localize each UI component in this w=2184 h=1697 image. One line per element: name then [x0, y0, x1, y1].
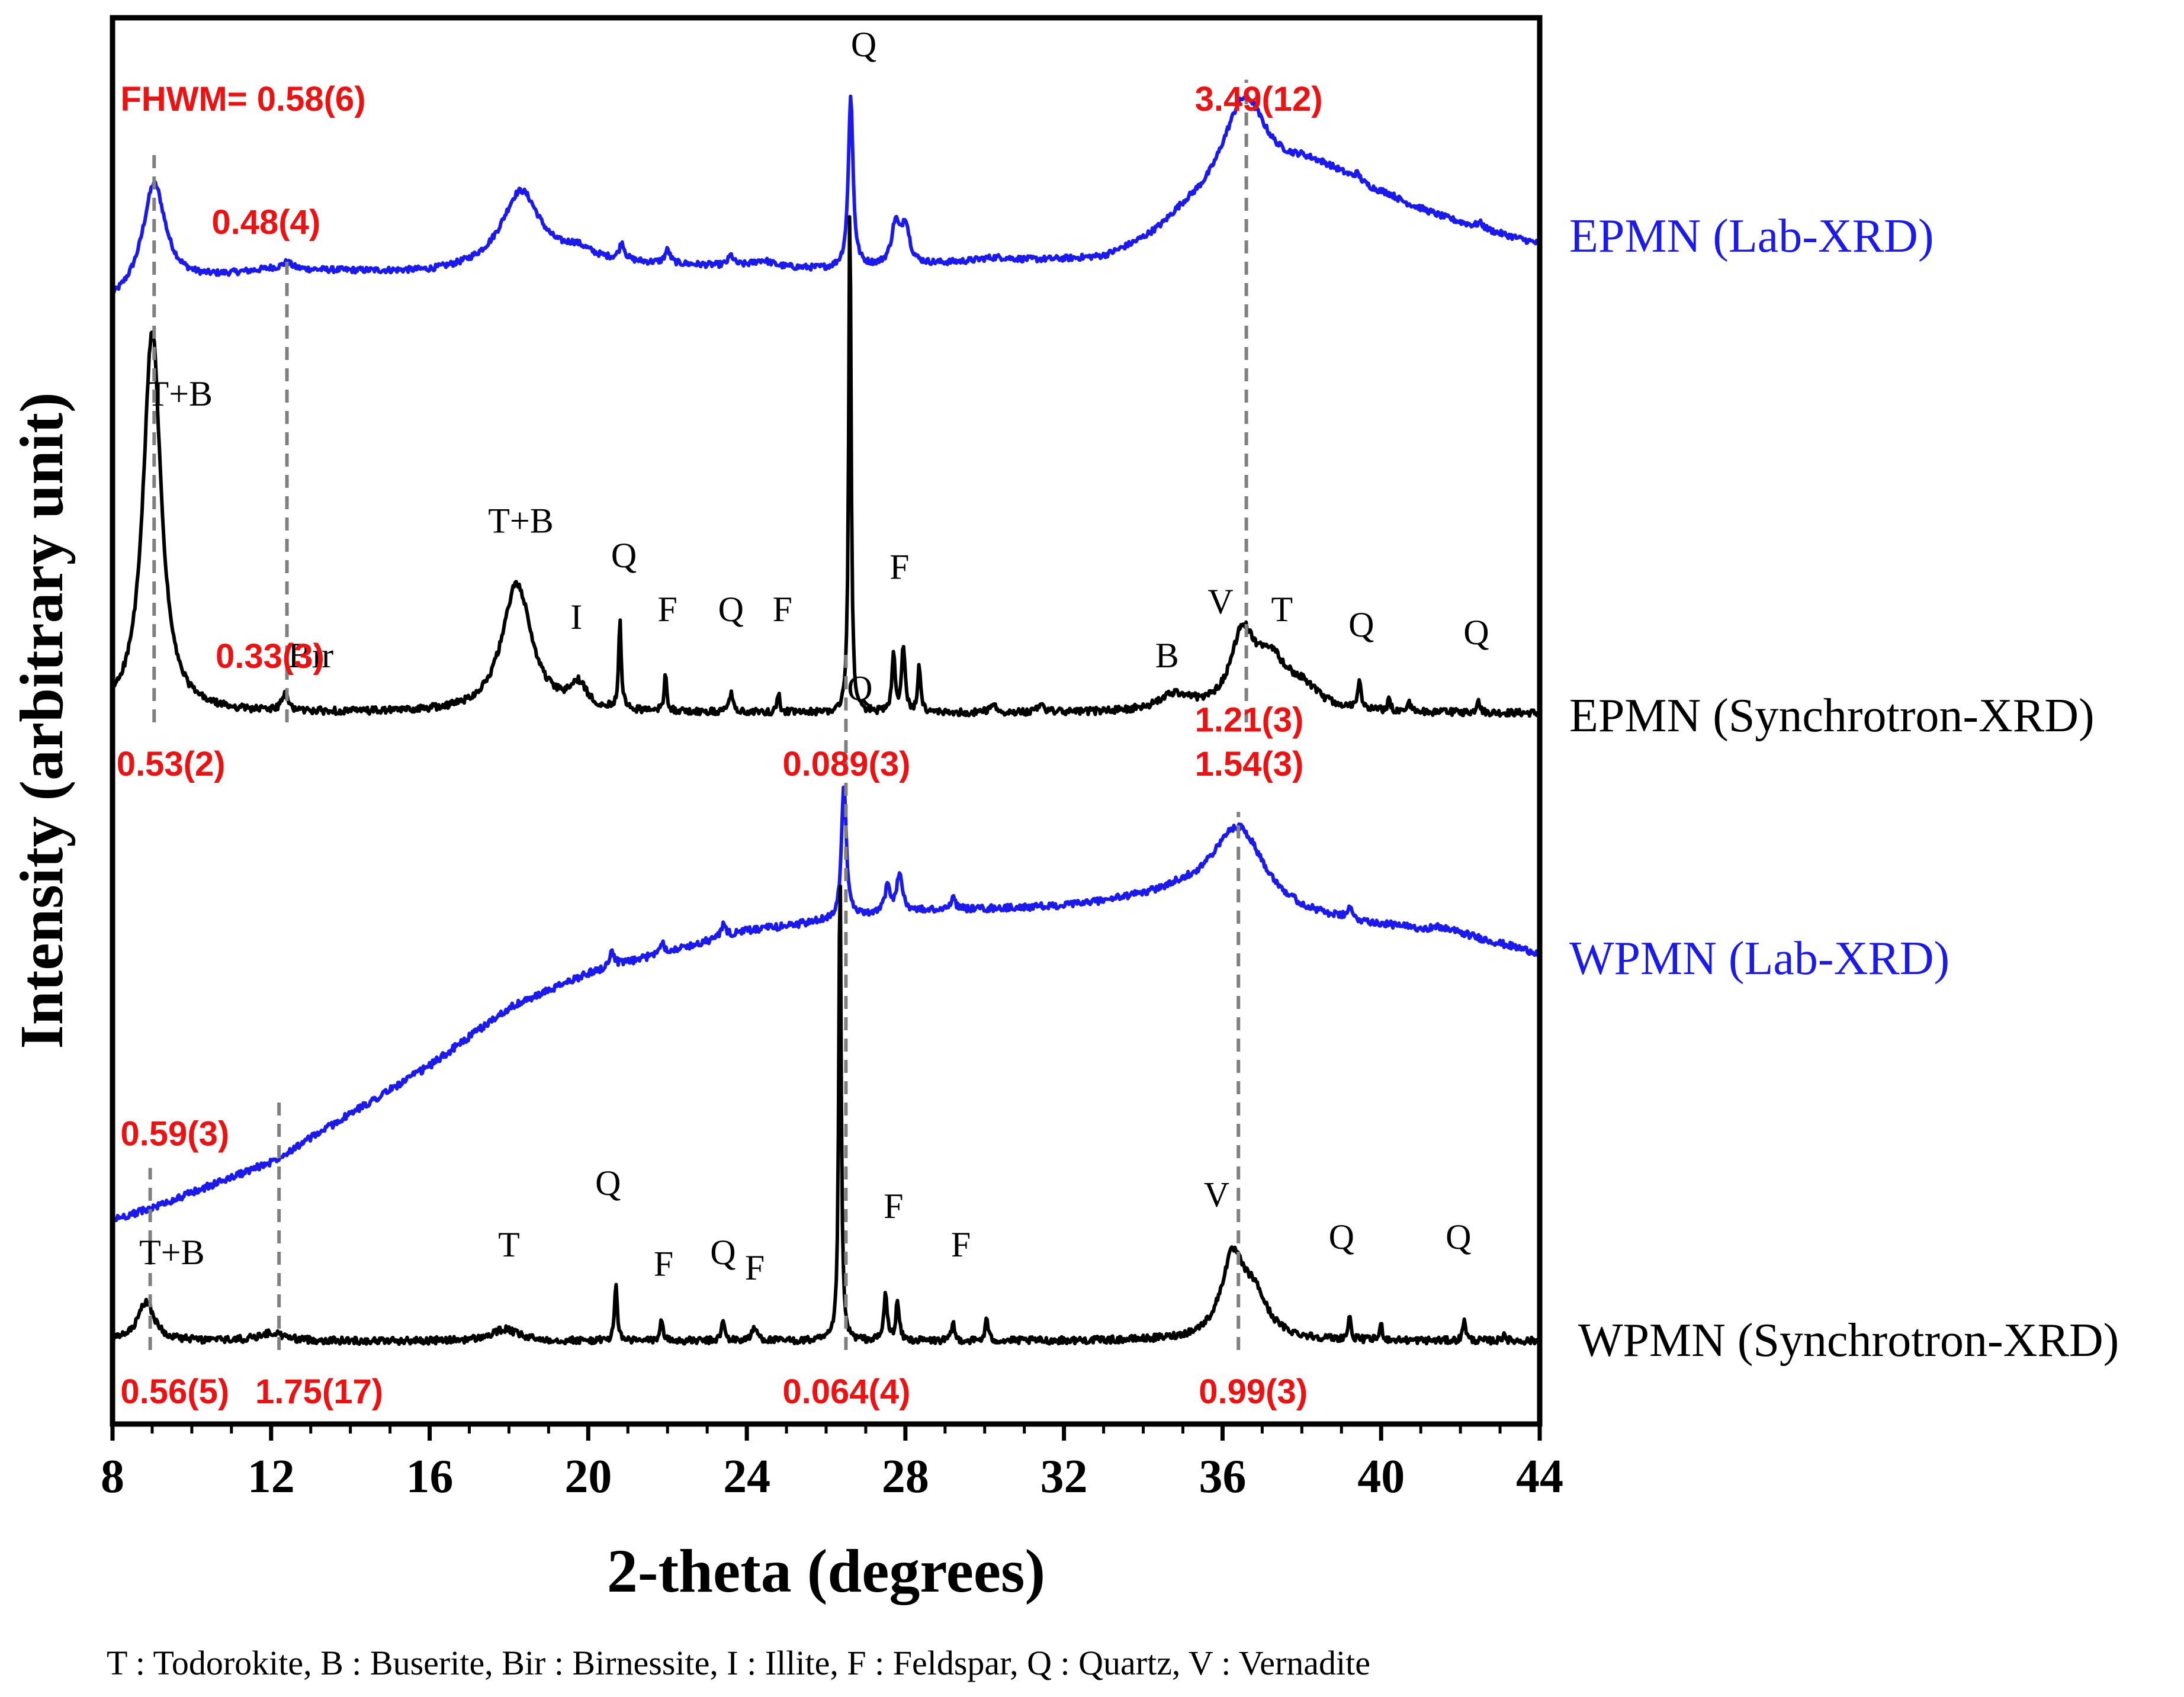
- fwhm-value: 1.21(3): [1195, 701, 1304, 740]
- peak-label: T+B: [139, 1233, 205, 1272]
- peak-label: F: [654, 1245, 673, 1284]
- peak-label: V: [1204, 1175, 1229, 1214]
- peak-label: Q: [851, 25, 876, 64]
- x-tick-label: 8: [101, 1451, 124, 1503]
- peak-label: T+B: [488, 502, 554, 541]
- peak-label: I: [570, 597, 582, 637]
- fwhm-value: 0.33(3): [216, 637, 325, 676]
- peak-label: Q: [1463, 613, 1489, 652]
- fwhm-value: 3.49(12): [1195, 80, 1323, 118]
- fwhm-value: 0.59(3): [120, 1115, 229, 1153]
- x-tick-label: 28: [882, 1451, 929, 1503]
- peak-label: Q: [710, 1233, 736, 1272]
- diffraction-traces: [111, 92, 1541, 1346]
- trace-epmn-synchrotron-xrd: [111, 215, 1541, 718]
- peak-label: Q: [718, 590, 744, 629]
- peak-label: F: [951, 1225, 971, 1264]
- peak-label: F: [889, 548, 909, 587]
- y-axis-title: Intensity (arbitrary unit): [8, 392, 76, 1049]
- x-tick-label: 44: [1516, 1451, 1563, 1503]
- series-label: WPMN (Lab-XRD): [1569, 933, 1949, 985]
- peak-label: F: [745, 1248, 765, 1287]
- peak-label: Q: [1446, 1217, 1471, 1256]
- x-tick-label: 36: [1199, 1451, 1246, 1503]
- peak-label: T: [1271, 590, 1293, 629]
- peak-label: F: [884, 1187, 903, 1226]
- peak-label: Q: [595, 1164, 621, 1203]
- abbreviation-footnote: T : Todorokite, B : Buserite, Bir : Birn…: [107, 1644, 1370, 1682]
- x-tick-label: 24: [723, 1451, 770, 1503]
- peak-label: V: [1207, 582, 1233, 621]
- x-axis: 8 12 16 20 24 28 32 36 40 44: [101, 1424, 1563, 1503]
- x-tick-label: 40: [1357, 1451, 1405, 1503]
- fwhm-value: FHWM= 0.58(6): [120, 80, 365, 118]
- x-tick-label: 32: [1040, 1451, 1088, 1503]
- series-label: EPMN (Lab-XRD): [1569, 210, 1934, 262]
- fwhm-value: 0.53(2): [117, 745, 226, 783]
- peak-label: Q: [1329, 1217, 1354, 1256]
- fwhm-value: 0.99(3): [1199, 1373, 1308, 1411]
- fwhm-value: 1.75(17): [255, 1373, 383, 1411]
- x-tick-label: 20: [564, 1451, 612, 1503]
- peak-label: Q: [611, 536, 637, 575]
- fwhm-value: 0.48(4): [211, 203, 320, 242]
- fwhm-markers: [148, 79, 1248, 1350]
- fwhm-value: 1.54(3): [1195, 745, 1304, 783]
- peak-label: F: [773, 590, 792, 629]
- peak-label: F: [658, 590, 677, 629]
- fwhm-value: 0.089(3): [782, 745, 910, 783]
- trace-wpmn-synchrotron-xrd: [111, 884, 1541, 1346]
- x-tick-label: 12: [248, 1451, 295, 1503]
- peak-label: B: [1155, 636, 1179, 675]
- trace-epmn-lab-xrd: [111, 92, 1541, 295]
- x-tick-label: 16: [406, 1451, 454, 1503]
- series-labels: EPMN (Lab-XRD) EPMN (Synchrotron-XRD) WPMN…: [1569, 210, 2119, 1367]
- series-label: EPMN (Synchrotron-XRD): [1569, 690, 2095, 742]
- fwhm-value: 0.56(5): [120, 1373, 229, 1411]
- series-label: WPMN (Synchrotron-XRD): [1578, 1314, 2119, 1367]
- peak-label: Q: [1348, 605, 1374, 644]
- x-axis-title: 2-theta (degrees): [607, 1537, 1045, 1605]
- fwhm-annotations: FHWM= 0.58(6) 0.48(4) 3.49(12) 0.33(3) 0.53(…: [117, 80, 1323, 1411]
- fwhm-value: 0.064(4): [782, 1373, 910, 1411]
- trace-wpmn-lab-xrd: [111, 785, 1541, 1223]
- peak-label: T: [498, 1225, 520, 1264]
- peak-label: T+B: [147, 374, 213, 413]
- peak-label: Q: [847, 669, 872, 708]
- peak-label: Bir: [288, 636, 333, 675]
